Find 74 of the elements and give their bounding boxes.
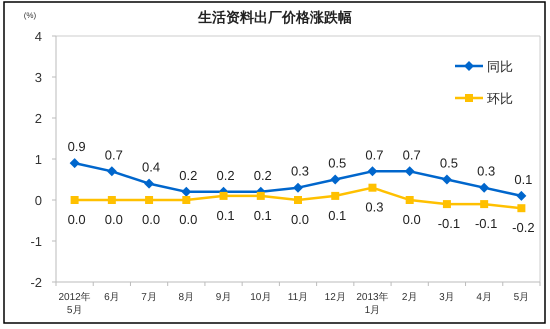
legend-label: 同比 bbox=[487, 59, 513, 74]
data-label: 0.7 bbox=[104, 147, 123, 162]
y-tick-label: 1 bbox=[34, 152, 42, 167]
data-label: 0.3 bbox=[365, 200, 384, 215]
point bbox=[256, 192, 265, 200]
y-tick-label: -2 bbox=[30, 275, 42, 290]
data-label: 0.0 bbox=[104, 212, 123, 227]
data-label: 0.0 bbox=[402, 212, 421, 227]
data-label: 0.2 bbox=[179, 168, 198, 183]
data-label: 0.5 bbox=[440, 156, 458, 170]
data-label: -0.1 bbox=[438, 216, 460, 232]
x-tick-label: 7月 bbox=[141, 292, 157, 303]
point bbox=[516, 190, 526, 201]
point bbox=[442, 174, 452, 184]
point bbox=[108, 196, 116, 204]
data-label: 0.0 bbox=[290, 212, 310, 227]
data-label: -0.2 bbox=[512, 220, 535, 236]
point bbox=[70, 158, 80, 168]
data-label: 0.1 bbox=[514, 172, 532, 187]
point bbox=[517, 204, 526, 212]
point bbox=[331, 192, 340, 200]
data-label: 0.1 bbox=[328, 208, 346, 223]
x-tick-label: 2月 bbox=[402, 292, 418, 303]
data-label: -0.1 bbox=[474, 216, 498, 232]
point bbox=[442, 200, 451, 208]
point bbox=[404, 166, 415, 176]
data-label: 0.3 bbox=[290, 164, 310, 179]
point bbox=[181, 186, 192, 197]
x-tick-label: 10月 bbox=[250, 292, 272, 303]
x-tick-label: 11月 bbox=[288, 292, 308, 303]
x-tick-label: 6月 bbox=[104, 292, 120, 303]
y-tick-label: 2 bbox=[34, 111, 42, 126]
x-tick-label: 8月 bbox=[178, 292, 194, 303]
data-label: 0.9 bbox=[68, 139, 86, 154]
point bbox=[182, 196, 190, 204]
x-tick-label: 5月 bbox=[514, 292, 530, 303]
point bbox=[479, 182, 490, 193]
data-label: 0.3 bbox=[477, 164, 496, 179]
legend-label: 环比 bbox=[487, 91, 513, 106]
point bbox=[294, 196, 302, 204]
point bbox=[220, 192, 228, 200]
data-label: 0.7 bbox=[365, 147, 384, 162]
data-label: 0.1 bbox=[254, 208, 272, 223]
y-tick-label: -1 bbox=[30, 234, 42, 249]
y-tick-label: 4 bbox=[34, 29, 42, 44]
data-label: 0.2 bbox=[254, 168, 272, 183]
data-label: 0.5 bbox=[328, 156, 346, 170]
point bbox=[145, 196, 154, 204]
y-axis-title: (%) bbox=[24, 11, 37, 20]
y-tick-label: 0 bbox=[34, 193, 42, 208]
data-label: 0.0 bbox=[68, 212, 86, 227]
data-label: 0.0 bbox=[179, 212, 198, 227]
point bbox=[368, 184, 376, 192]
x-tick-label: 2013年 1月 bbox=[356, 291, 389, 316]
point bbox=[480, 200, 488, 208]
y-tick-label: 3 bbox=[34, 70, 42, 85]
point bbox=[406, 196, 414, 204]
point bbox=[70, 196, 79, 204]
x-tick-label: 12月 bbox=[324, 292, 346, 303]
x-tick-label: 2012年 5月 bbox=[58, 291, 91, 316]
point bbox=[330, 174, 340, 184]
point bbox=[293, 182, 303, 193]
point bbox=[106, 166, 117, 176]
data-label: 0.7 bbox=[402, 147, 421, 162]
x-tick-label: 9月 bbox=[216, 292, 232, 303]
chart-title: 生活资料出厂价格涨跌幅 bbox=[197, 9, 352, 25]
data-label: 0.1 bbox=[216, 208, 235, 223]
point bbox=[144, 178, 154, 189]
data-label: 0.0 bbox=[142, 212, 160, 227]
data-label: 0.2 bbox=[216, 168, 235, 183]
x-tick-label: 4月 bbox=[476, 292, 492, 303]
data-label: 0.4 bbox=[142, 160, 160, 175]
point bbox=[367, 166, 378, 176]
x-tick-label: 3月 bbox=[439, 292, 455, 303]
